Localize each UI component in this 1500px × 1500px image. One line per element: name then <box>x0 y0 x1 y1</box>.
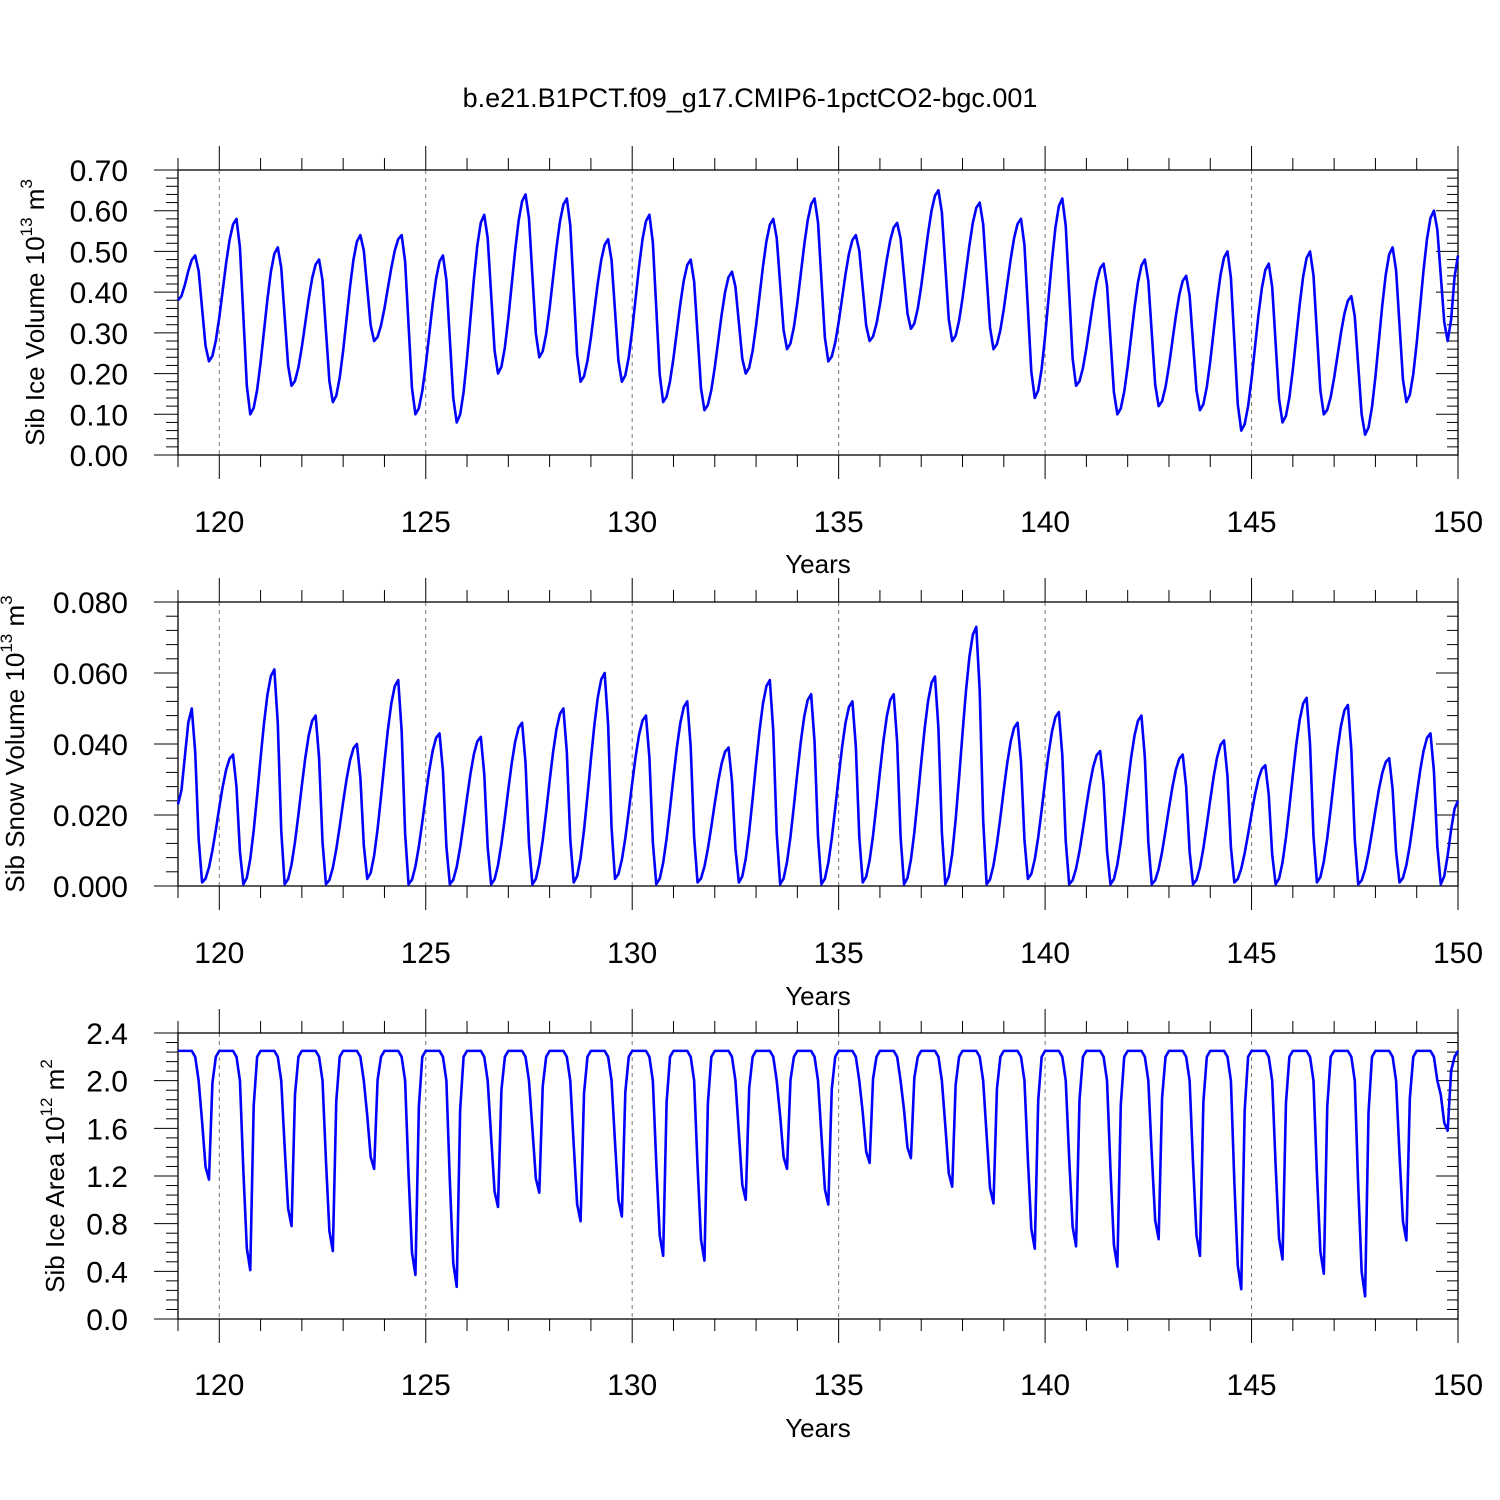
y-axis-label: Sib Ice Area 1012 m2 <box>37 1059 70 1293</box>
y-tick-label: 0.4 <box>86 1256 128 1289</box>
y-tick-label: 0.060 <box>53 658 128 691</box>
x-tick-label: 125 <box>401 937 451 970</box>
x-tick-label: 120 <box>194 937 244 970</box>
y-tick-label: 0.080 <box>53 587 128 620</box>
series-line <box>176 625 1460 886</box>
y-tick-label: 1.2 <box>86 1161 128 1194</box>
y-tick-label: 0.70 <box>70 155 128 188</box>
chart-panel-1: 120 125 130 135 140 145 150 0.00 0.10 0.20 0.30 0.4… <box>17 146 1483 579</box>
x-tick-label: 135 <box>814 937 864 970</box>
series-line <box>178 1049 1460 1298</box>
x-tick-label: 130 <box>607 1369 657 1402</box>
y-tick-label: 0.8 <box>86 1209 128 1242</box>
y-tick-label: 0.20 <box>70 359 128 392</box>
y-axis-label: Sib Ice Volume 1013 m3 <box>17 179 50 446</box>
x-tick-label: 130 <box>607 937 657 970</box>
x-tick-label: 120 <box>194 1369 244 1402</box>
y-axis-label: Sib Snow Volume 1013 m3 <box>0 595 30 892</box>
x-tick-label: 130 <box>607 506 657 539</box>
panels: 120 125 130 135 140 145 150 0.00 0.10 0.20 0.30 0.4… <box>0 146 1483 1443</box>
series-line <box>176 189 1460 436</box>
x-tick-label: 145 <box>1227 937 1277 970</box>
y-tick-label: 0.0 <box>86 1304 128 1337</box>
y-tick-label: 2.0 <box>86 1066 128 1099</box>
x-axis-label: Years <box>785 981 851 1011</box>
y-tick-label: 2.4 <box>86 1018 128 1051</box>
y-tick-label: 0.00 <box>70 440 128 473</box>
y-tick-label: 0.020 <box>53 800 128 833</box>
y-tick-label: 0.30 <box>70 318 128 351</box>
x-tick-label: 150 <box>1433 506 1483 539</box>
y-tick-label: 0.10 <box>70 399 128 432</box>
y-tick-label: 1.6 <box>86 1113 128 1146</box>
x-axis-label: Years <box>785 1413 851 1443</box>
y-tick-label: 0.50 <box>70 236 128 269</box>
x-tick-label: 125 <box>401 506 451 539</box>
chart-panel-3: 120 125 130 135 140 145 150 0.0 0.4 0.8 1.2 1.6 2.0 2… <box>37 1009 1483 1443</box>
x-tick-label: 145 <box>1227 1369 1277 1402</box>
x-tick-label: 125 <box>401 1369 451 1402</box>
y-tick-label: 0.040 <box>53 729 128 762</box>
chart-panel-2: 120 125 130 135 140 145 150 0.000 0.020 0.040 0.06… <box>0 578 1483 1011</box>
x-tick-label: 140 <box>1020 1369 1070 1402</box>
x-tick-label: 140 <box>1020 506 1070 539</box>
y-tick-label: 0.60 <box>70 196 128 229</box>
y-tick-label: 0.000 <box>53 871 128 904</box>
x-tick-label: 150 <box>1433 937 1483 970</box>
x-tick-label: 135 <box>814 1369 864 1402</box>
x-axis-label: Years <box>785 549 851 579</box>
plot-frame <box>177 169 1459 456</box>
x-tick-label: 140 <box>1020 937 1070 970</box>
x-tick-label: 145 <box>1227 506 1277 539</box>
x-tick-label: 120 <box>194 506 244 539</box>
x-tick-label: 150 <box>1433 1369 1483 1402</box>
x-tick-label: 135 <box>814 506 864 539</box>
y-tick-label: 0.40 <box>70 277 128 310</box>
figure-title: b.e21.B1PCT.f09_g17.CMIP6-1pctCO2-bgc.00… <box>463 83 1038 113</box>
